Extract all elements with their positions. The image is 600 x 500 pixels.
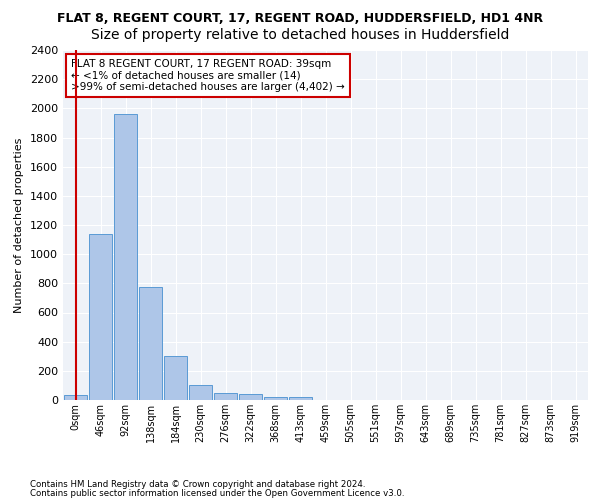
Bar bbox=[139, 287, 162, 400]
Bar bbox=[264, 397, 287, 400]
Bar bbox=[164, 356, 187, 400]
Text: Size of property relative to detached houses in Huddersfield: Size of property relative to detached ho… bbox=[91, 28, 509, 42]
Bar bbox=[189, 386, 212, 400]
Bar bbox=[239, 394, 262, 400]
Bar bbox=[64, 395, 87, 400]
Text: FLAT 8, REGENT COURT, 17, REGENT ROAD, HUDDERSFIELD, HD1 4NR: FLAT 8, REGENT COURT, 17, REGENT ROAD, H… bbox=[57, 12, 543, 26]
Text: Contains public sector information licensed under the Open Government Licence v3: Contains public sector information licen… bbox=[30, 489, 404, 498]
Bar bbox=[114, 114, 137, 400]
Bar bbox=[89, 234, 112, 400]
Bar bbox=[289, 397, 312, 400]
Y-axis label: Number of detached properties: Number of detached properties bbox=[14, 138, 25, 312]
Text: Contains HM Land Registry data © Crown copyright and database right 2024.: Contains HM Land Registry data © Crown c… bbox=[30, 480, 365, 489]
Text: FLAT 8 REGENT COURT, 17 REGENT ROAD: 39sqm
← <1% of detached houses are smaller : FLAT 8 REGENT COURT, 17 REGENT ROAD: 39s… bbox=[71, 59, 344, 92]
Bar bbox=[214, 393, 237, 400]
